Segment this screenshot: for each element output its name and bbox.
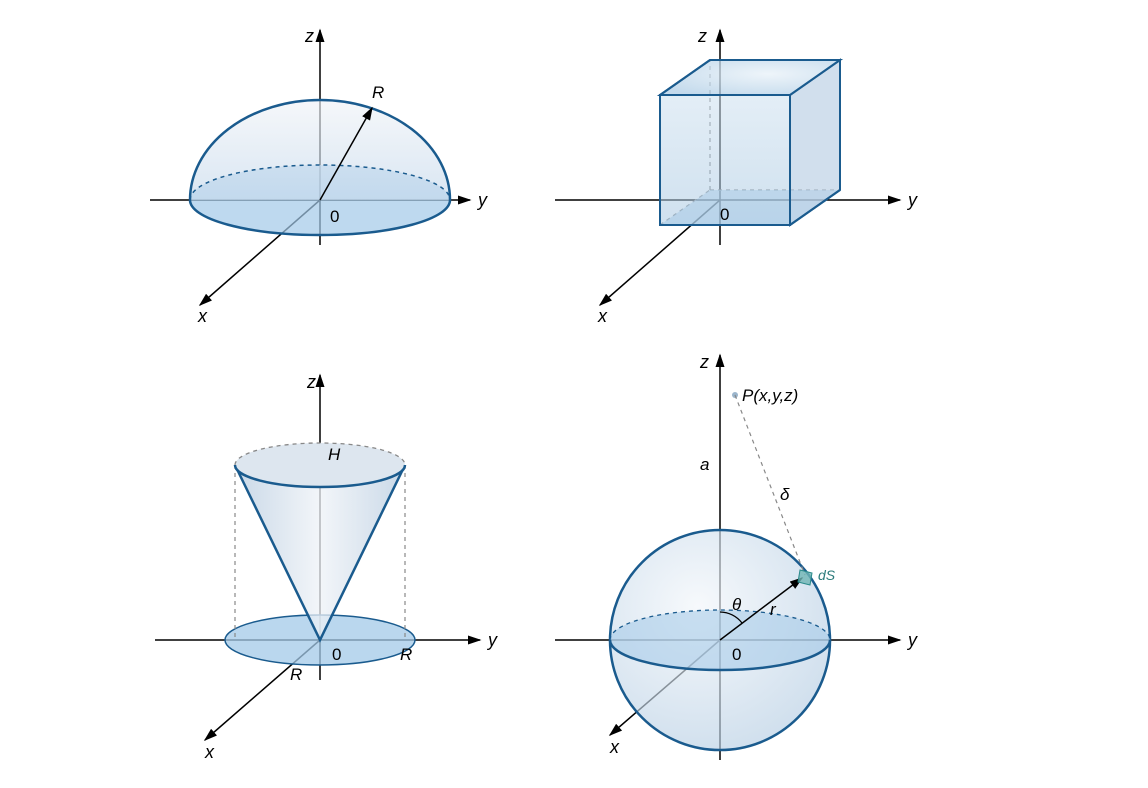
diagram-canvas: z y x 0 R z y x 0 [0, 0, 1148, 788]
cone-y-label: y [486, 630, 498, 650]
cone-H-label: H [328, 445, 341, 464]
hemi-origin-label: 0 [330, 207, 339, 226]
cube-z-label: z [697, 26, 707, 46]
cone-z-label: z [306, 372, 316, 392]
sphere-x-label: x [609, 737, 620, 757]
cube-origin-label: 0 [720, 205, 729, 224]
sphere-theta-label: θ [732, 595, 742, 614]
sphere-dS-label: dS [818, 567, 836, 583]
cone-x-label: x [204, 742, 215, 762]
cube-x-label: x [597, 306, 608, 326]
sphere-a-label: a [700, 455, 709, 474]
cone-body [235, 465, 405, 640]
sphere-dS-patch [798, 570, 812, 585]
diagram-svg: z y x 0 R z y x 0 [0, 0, 1148, 788]
hemisphere-panel: z y x 0 R [150, 26, 488, 326]
cube-panel: z y x 0 [555, 26, 918, 326]
cone-panel: z y x 0 H R R [155, 372, 498, 762]
cube-y-label: y [906, 190, 918, 210]
hemi-z-label: z [304, 26, 314, 46]
cone-R-label-right: R [400, 645, 412, 664]
sphere-P-label: P(x,y,z) [742, 386, 798, 405]
sphere-y-label: y [906, 630, 918, 650]
sphere-panel: z y x 0 P(x,y,z) a δ θ r dS [555, 352, 918, 760]
hemi-dome [190, 100, 450, 200]
sphere-origin-label: 0 [732, 645, 741, 664]
sphere-z-label: z [699, 352, 709, 372]
hemi-y-label: y [476, 190, 488, 210]
cone-R-label-front: R [290, 665, 302, 684]
sphere-delta-label: δ [780, 485, 790, 504]
hemi-R-label: R [372, 83, 384, 102]
hemi-x-label: x [197, 306, 208, 326]
cone-origin-label: 0 [332, 645, 341, 664]
